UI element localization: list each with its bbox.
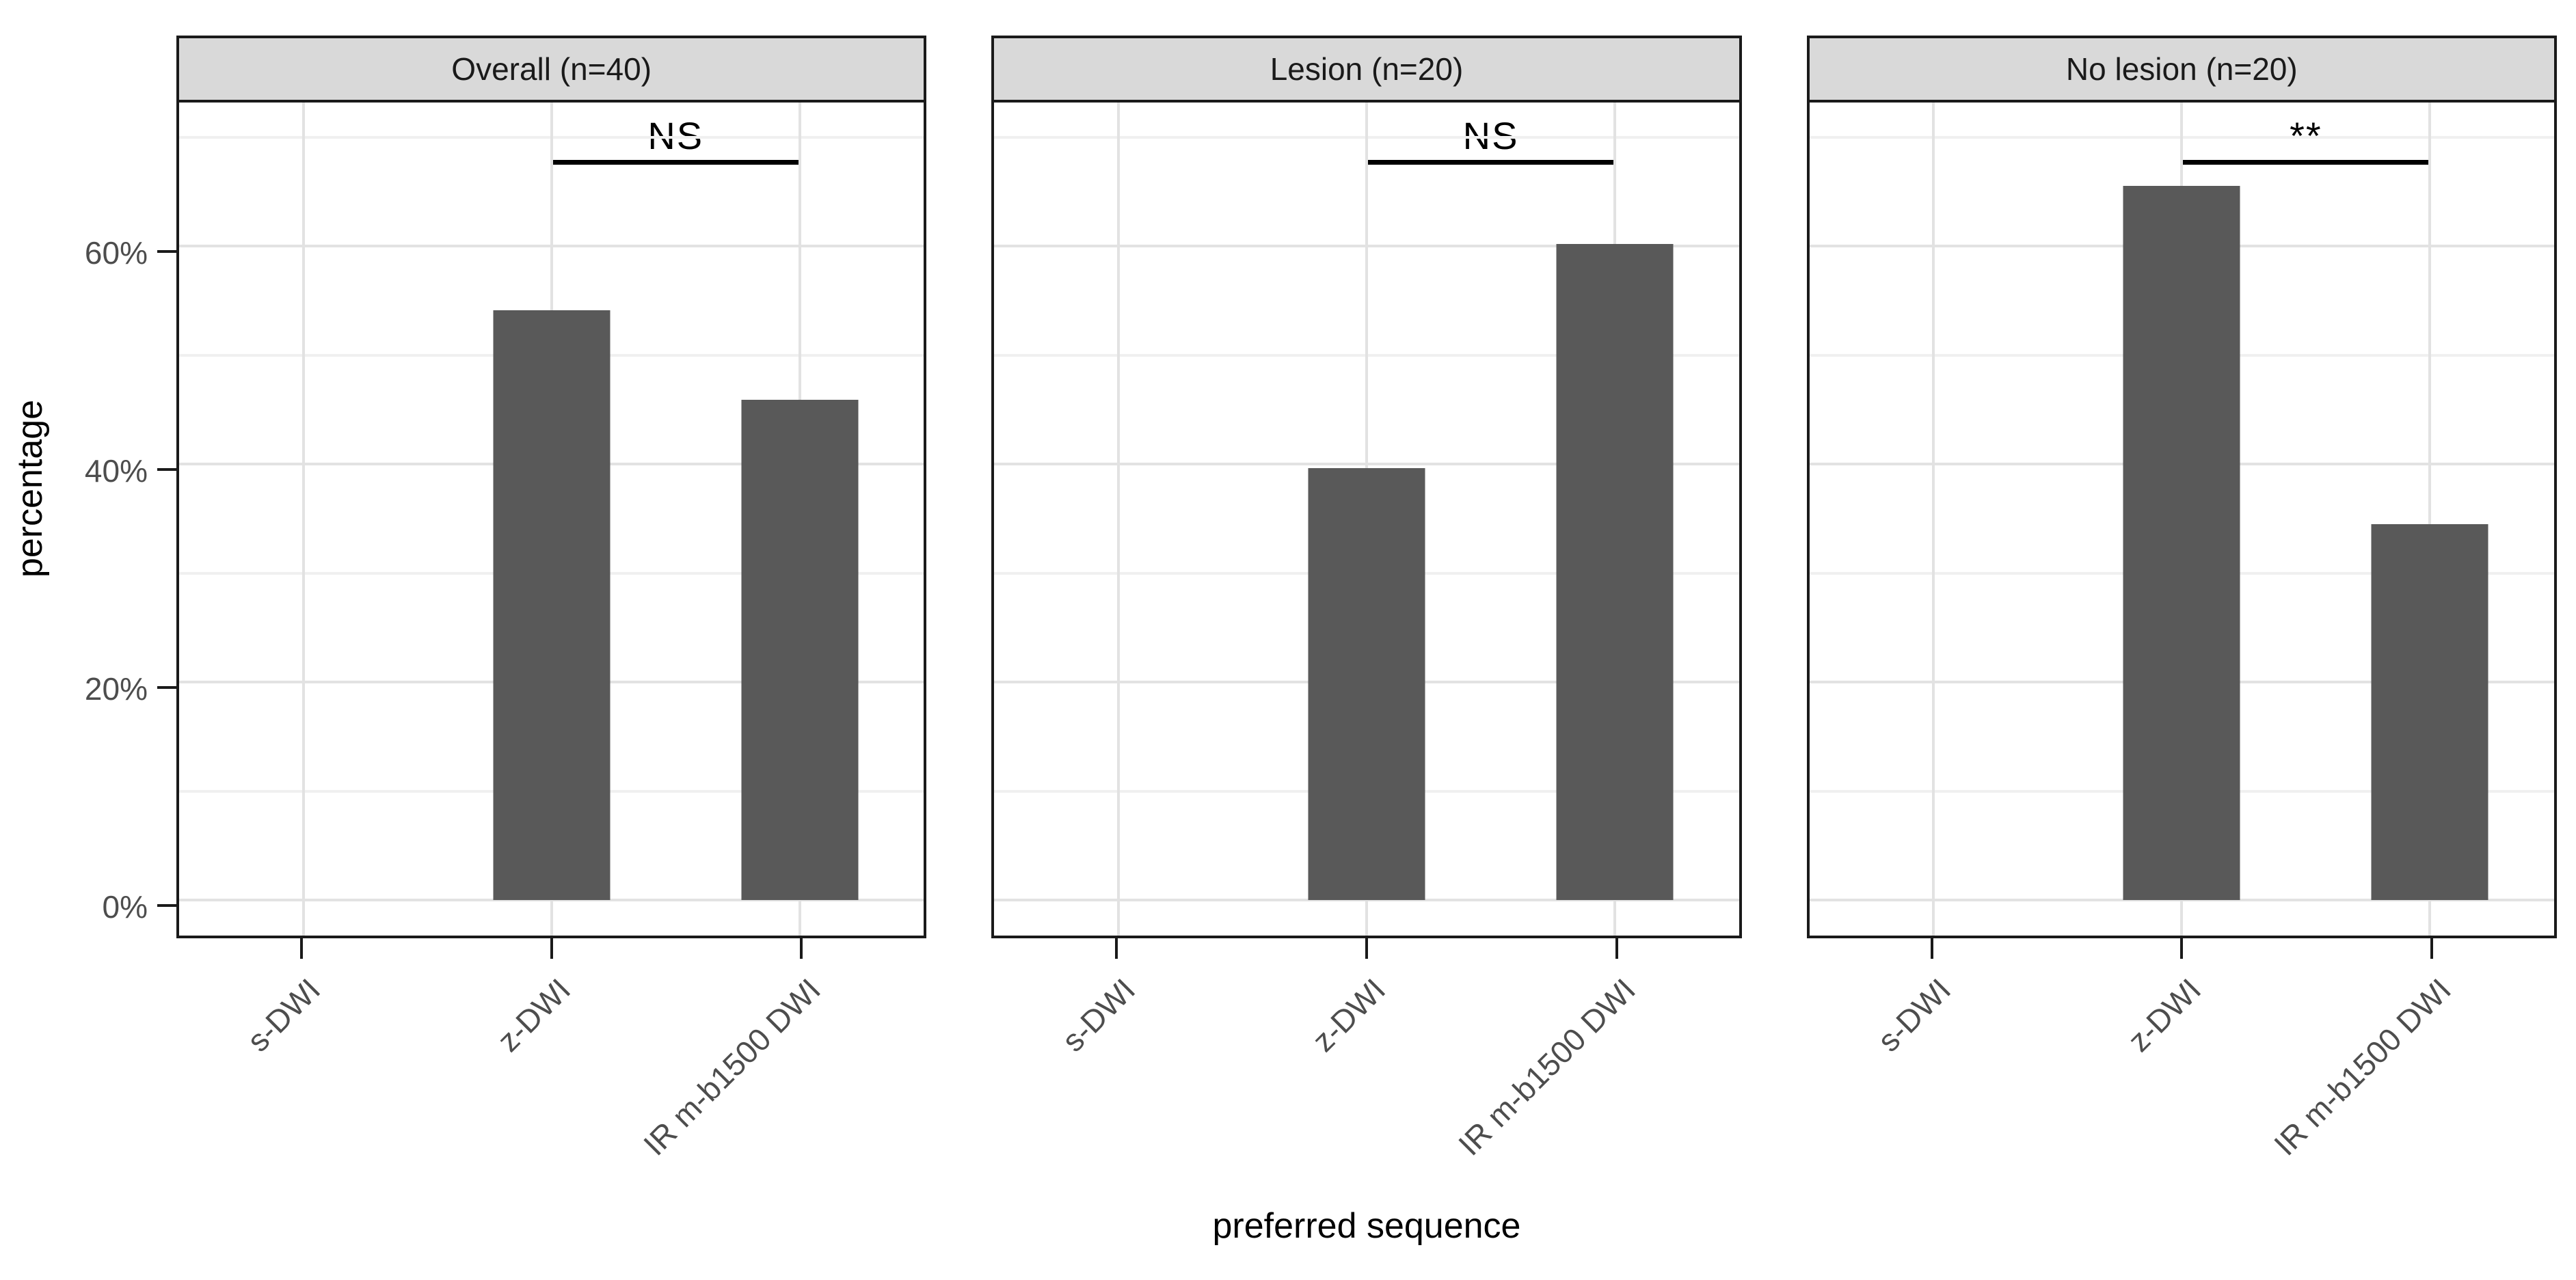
x-axis-area: s-DWI z-DWI IR m-b1500 DWI — [1807, 938, 2557, 1201]
gridline-vertical — [1932, 103, 1935, 936]
x-axis-title-row: preferred sequence — [176, 1206, 2557, 1247]
plot-area: NS — [176, 100, 927, 938]
y-tick-label: 20% — [84, 671, 148, 707]
facet-strip: No lesion (n=20) — [1806, 36, 2557, 103]
chart-body: percentage 0% 20% 40% 60% Overall (n=40) NS… — [0, 36, 2557, 1201]
x-tick — [1115, 938, 1118, 959]
facet-strip-label: Overall (n=40) — [451, 51, 652, 87]
x-tick — [800, 938, 803, 959]
facet-strip: Overall (n=40) — [176, 36, 927, 103]
x-tick-label: s-DWI — [240, 971, 327, 1059]
y-axis: 0% 20% 40% 60% — [0, 103, 176, 941]
facet-panel-lesion: Lesion (n=20) NS s-DWI z-DWI IR m-b1500 DW… — [991, 36, 1742, 1201]
gridline-vertical — [2428, 103, 2432, 936]
x-tick-label: IR m-b1500 DWI — [2266, 971, 2458, 1162]
x-tick-label: z-DWI — [2120, 971, 2208, 1059]
x-tick-label: IR m-b1500 DWI — [636, 971, 827, 1162]
y-tick — [157, 686, 176, 689]
x-axis-area: s-DWI z-DWI IR m-b1500 DWI — [176, 938, 926, 1201]
x-tick — [1615, 938, 1618, 959]
x-tick — [1930, 938, 1933, 959]
x-tick — [550, 938, 553, 959]
bar-IR m-b1500 DWI — [1556, 243, 1674, 900]
x-tick — [2180, 938, 2184, 959]
plot-area: NS — [991, 100, 1742, 938]
facet-panel-no-lesion: No lesion (n=20) ** s-DWI z-DWI IR m-b1500… — [1806, 36, 2557, 1201]
x-tick-label: s-DWI — [1870, 971, 1958, 1059]
y-tick-label: 60% — [84, 235, 148, 271]
y-tick — [157, 904, 176, 907]
x-axis-area: s-DWI z-DWI IR m-b1500 DWI — [991, 938, 1741, 1201]
significance-line — [1366, 160, 1615, 165]
y-tick-label: 40% — [84, 453, 148, 489]
x-axis-title: preferred sequence — [1212, 1206, 1521, 1246]
bar-IR m-b1500 DWI — [2371, 523, 2488, 900]
gridline-vertical — [301, 103, 305, 936]
x-tick — [2430, 938, 2434, 959]
significance-line — [551, 160, 800, 165]
gridline-vertical — [1116, 103, 1120, 936]
plot-area: ** — [1806, 100, 2557, 938]
x-tick-label: z-DWI — [1305, 971, 1393, 1059]
y-tick — [157, 250, 176, 253]
bar-z-DWI — [1308, 468, 1425, 900]
x-tick-label: z-DWI — [490, 971, 578, 1059]
x-tick — [299, 938, 303, 959]
x-tick-label: IR m-b1500 DWI — [1451, 971, 1643, 1162]
y-tick-label: 0% — [102, 889, 148, 925]
y-tick — [157, 468, 176, 471]
facet-strip-label: Lesion (n=20) — [1270, 51, 1464, 87]
x-tick — [1365, 938, 1368, 959]
significance-line — [2182, 160, 2430, 165]
facet-panel-overall: Overall (n=40) NS s-DWI z-DWI IR m-b1500 D… — [176, 36, 927, 1201]
bar-IR m-b1500 DWI — [741, 399, 859, 900]
facet-strip-label: No lesion (n=20) — [2065, 51, 2298, 87]
facet-strip: Lesion (n=20) — [991, 36, 1742, 103]
y-axis-gutter: percentage 0% 20% 40% 60% — [0, 36, 176, 941]
facet-panels: Overall (n=40) NS s-DWI z-DWI IR m-b1500 D… — [176, 36, 2557, 1201]
x-tick-label: s-DWI — [1055, 971, 1142, 1059]
bar-z-DWI — [493, 310, 611, 900]
bar-z-DWI — [2123, 186, 2240, 900]
